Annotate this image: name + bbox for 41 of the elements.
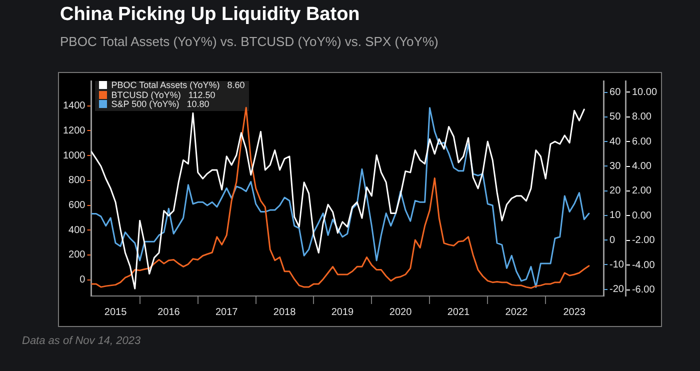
y-tick-label: 1000 <box>62 150 86 162</box>
y2-tick-label: -10 <box>610 259 624 270</box>
legend-label: BTCUSD (YoY%) 112.50 <box>111 90 216 100</box>
y3-tick-label: 10.00 <box>632 86 658 98</box>
y2-tick-label: 0 <box>610 234 616 246</box>
y2-tick-label: 30 <box>610 160 622 172</box>
y2-tick-label: 50 <box>610 112 622 123</box>
x-tick-label: 2021 <box>447 306 470 318</box>
y2-tick-label: 20 <box>610 186 622 197</box>
y3-tick-label: 6.00 <box>632 136 652 148</box>
y-tick-label: 600 <box>68 200 86 212</box>
y3-tick-label: 8.00 <box>632 112 652 123</box>
y-tick-label: 1400 <box>62 100 86 112</box>
x-tick-label: 2020 <box>389 306 412 318</box>
y-tick-label: 200 <box>68 250 86 261</box>
chart-subtitle: PBOC Total Assets (YoY%) vs. BTCUSD (YoY%) vs. SPX (YoY%) <box>60 34 438 49</box>
x-tick-label: 2017 <box>215 306 238 318</box>
y-tick-label: 0 <box>80 274 86 286</box>
x-tick-label: 2015 <box>104 306 128 318</box>
y2-tick-label: -20 <box>610 284 624 296</box>
y2-tick-label: 60 <box>610 87 622 98</box>
x-tick-label: 2022 <box>505 306 528 318</box>
legend-label: S&P 500 (YoY%) 10.80 <box>111 99 210 109</box>
text: Data as of Nov 14, 2023 <box>22 334 141 348</box>
y3-tick-label: -6.00 <box>632 284 656 296</box>
legend-label: PBOC Total Assets (YoY%) 8.60 <box>111 80 245 90</box>
y2-tick-label: 10 <box>610 210 622 222</box>
y3-tick-label: -4.00 <box>632 260 656 271</box>
chart-title: China Picking Up Liquidity Baton <box>60 4 360 26</box>
y2-tick-label: 40 <box>610 136 622 148</box>
y3-tick-label: -2.00 <box>632 235 656 246</box>
y3-tick-label: 0.00 <box>632 210 652 222</box>
x-tick-label: 2018 <box>273 306 296 318</box>
x-tick-label: 2023 <box>563 306 586 318</box>
x-tick-label: 2016 <box>158 306 180 318</box>
y-tick-label: 800 <box>68 175 86 186</box>
y-tick-label: 400 <box>68 224 86 236</box>
x-tick-label: 2019 <box>331 306 354 318</box>
y-tick-label: 1200 <box>62 125 86 136</box>
y3-tick-label: 4.00 <box>632 161 652 172</box>
y3-tick-label: 2.00 <box>632 186 652 197</box>
